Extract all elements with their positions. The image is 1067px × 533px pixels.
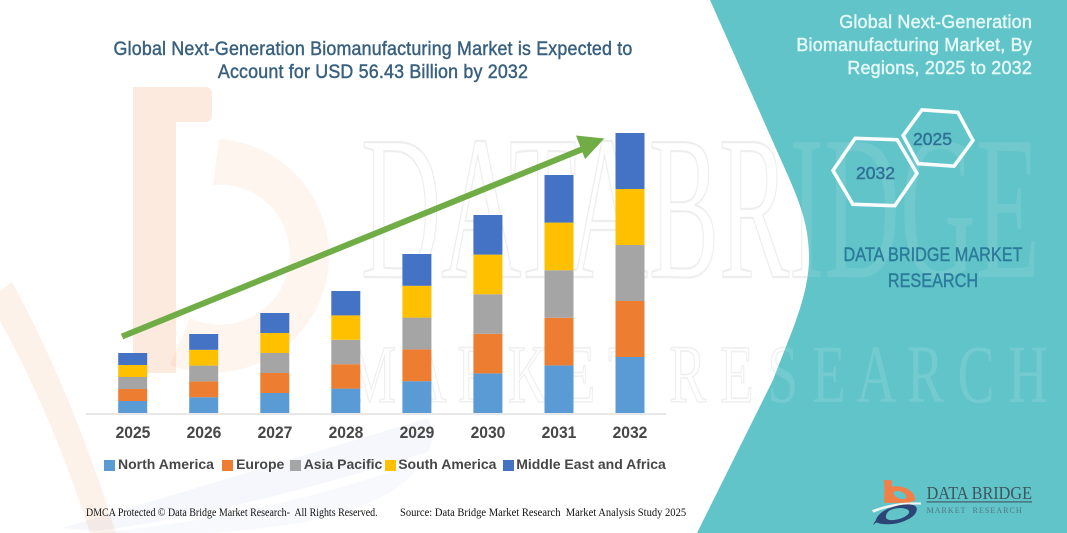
svg-text:MARKET RESEARCH: MARKET RESEARCH bbox=[927, 506, 1024, 515]
svg-text:DATA BRIDGE: DATA BRIDGE bbox=[927, 483, 1032, 503]
